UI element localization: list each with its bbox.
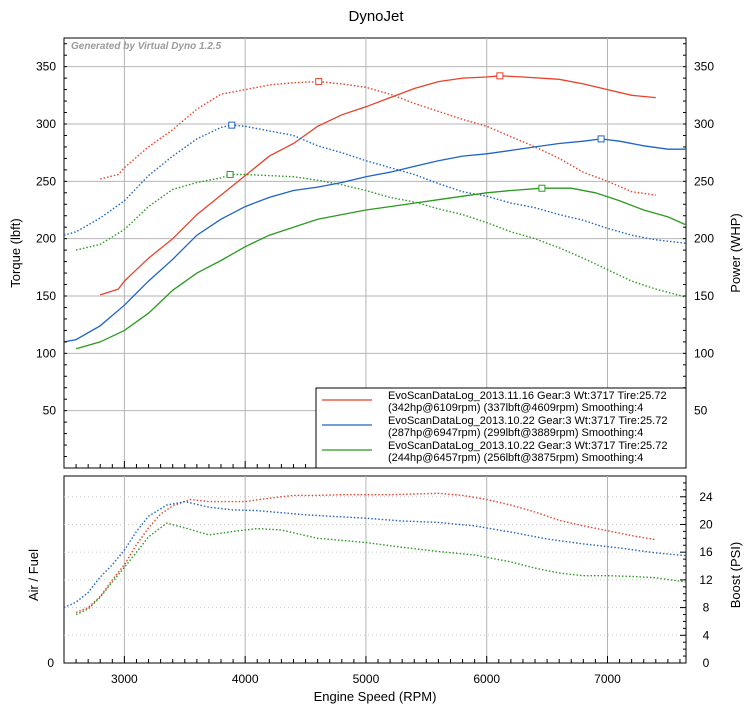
boost-tick-label-16: 16	[699, 545, 713, 559]
afr-boost-grid	[64, 476, 686, 663]
power-tick-label-350: 350	[694, 60, 714, 74]
chart-title: DynoJet	[348, 8, 404, 25]
power-peak-marker-run-1	[496, 72, 504, 80]
boost-tick-label-20: 20	[699, 517, 713, 531]
power-tick-label-150: 150	[694, 289, 714, 303]
torque-tick-label-50: 50	[43, 404, 57, 418]
boost-axis-label: Boost (PSI)	[728, 542, 743, 608]
boost-tick-label-24: 24	[699, 490, 713, 504]
torque-curve-run-3	[75, 173, 687, 298]
boost-tick-label-0: 0	[703, 656, 710, 670]
torque-power-series	[63, 72, 687, 350]
torque-peak-marker-run-3	[226, 170, 234, 178]
afr-boost-plot-area	[63, 475, 687, 664]
rpm-axis-label: Engine Speed (RPM)	[314, 689, 437, 704]
power-tick-label-250: 250	[694, 174, 714, 188]
power-tick-label-200: 200	[694, 232, 714, 246]
torque-tick-label-100: 100	[36, 346, 56, 360]
torque-tick-label-250: 250	[36, 174, 56, 188]
power-curve-run-2	[63, 138, 686, 343]
torque-power-ticks: 50 50 100 100 150 150 200 200 250 250 300 300 350 350	[36, 43, 714, 468]
power-peak-marker-run-2	[597, 135, 605, 143]
afr-boost-series	[63, 492, 687, 616]
torque-tick-label-200: 200	[36, 232, 56, 246]
legend-entry-2-line1: EvoScanDataLog_2013.10.22 Gear:3 Wt:3717…	[388, 415, 667, 427]
torque-curve-run-1	[100, 80, 656, 196]
legend-entry-3-line2: (244hp@6457rpm) (256lbft@3875rpm) Smooth…	[388, 452, 643, 464]
boost-curve-run-1	[75, 492, 656, 614]
power-tick-label-50: 50	[694, 404, 708, 418]
boost-tick-label-4: 4	[703, 628, 710, 642]
rpm-tick-label-4000: 4000	[232, 672, 259, 686]
rpm-tick-label-6000: 6000	[473, 672, 500, 686]
torque-tick-label-300: 300	[36, 117, 56, 131]
legend-items: EvoScanDataLog_2013.11.16 Gear:3 Wt:3717…	[322, 390, 667, 464]
boost-tick-label-12: 12	[699, 573, 713, 587]
rpm-tick-label-3000: 3000	[111, 672, 138, 686]
power-tick-label-100: 100	[694, 346, 714, 360]
legend-entry-3-line1: EvoScanDataLog_2013.10.22 Gear:3 Wt:3717…	[388, 440, 667, 452]
legend-entry-1-line1: EvoScanDataLog_2013.11.16 Gear:3 Wt:3717…	[388, 390, 667, 402]
power-tick-label-300: 300	[694, 117, 714, 131]
legend-box	[315, 387, 687, 469]
power-curve-run-3	[75, 187, 687, 350]
rpm-tick-label-5000: 5000	[353, 672, 380, 686]
power-peak-marker-run-3	[538, 184, 546, 192]
legend-entry-1-line2: (342hp@6109rpm) (337lbft@4609rpm) Smooth…	[388, 402, 643, 414]
torque-curve-run-2	[63, 124, 687, 244]
generator-note: Generated by Virtual Dyno 1.2.5	[71, 41, 222, 52]
rpm-tick-label-7000: 7000	[594, 672, 621, 686]
air-fuel-axis-label: Air / Fuel	[26, 549, 41, 601]
legend-entry-2-line2: (287hp@6947rpm) (299lbft@3889rpm) Smooth…	[388, 427, 643, 439]
torque-axis-label: Torque (lbft)	[8, 218, 23, 287]
torque-tick-label-150: 150	[36, 289, 56, 303]
air-fuel-tick-label-0: 0	[47, 656, 54, 670]
afr-boost-ticks: 3000 4000 5000 6000 7000 0 4 8 12 16 20 24 0	[47, 482, 713, 686]
boost-tick-label-8: 8	[703, 601, 710, 615]
power-curve-run-1	[100, 75, 656, 296]
torque-tick-label-350: 350	[36, 60, 56, 74]
power-axis-label: Power (WHP)	[728, 213, 743, 292]
torque-peak-marker-run-1	[315, 78, 323, 86]
chart-legend: EvoScanDataLog_2013.11.16 Gear:3 Wt:3717…	[315, 387, 687, 469]
torque-peak-marker-run-2	[228, 121, 236, 129]
